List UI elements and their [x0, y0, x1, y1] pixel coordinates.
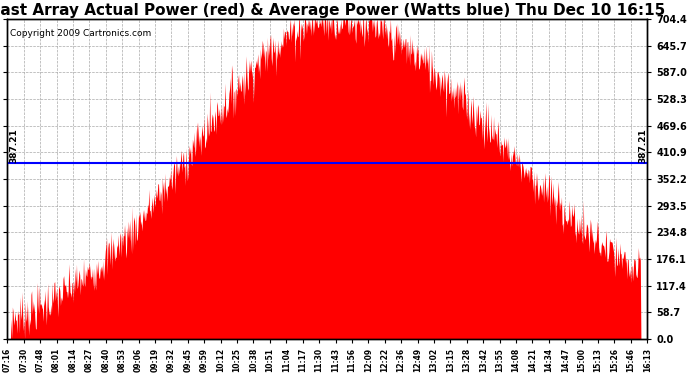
Text: 387.21: 387.21 — [638, 128, 647, 163]
Title: East Array Actual Power (red) & Average Power (Watts blue) Thu Dec 10 16:15: East Array Actual Power (red) & Average … — [0, 3, 665, 18]
Text: 387.21: 387.21 — [9, 128, 18, 163]
Text: Copyright 2009 Cartronics.com: Copyright 2009 Cartronics.com — [10, 28, 152, 38]
